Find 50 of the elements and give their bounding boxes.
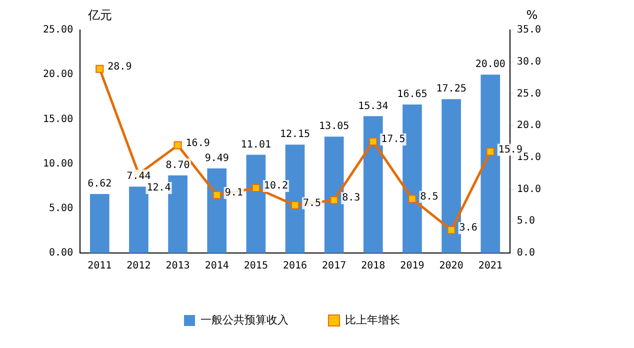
data-label: 17.25 [436,84,466,95]
y2-tick-label: 10.0 [516,184,542,195]
x-tick-label: 2015 [244,260,268,272]
x-tick-label: 2017 [322,260,346,272]
x-tick-label: 2011 [88,260,112,272]
data-label: 8.3 [342,192,360,204]
x-tick-label: 2014 [204,260,229,272]
y2-tick-label: 20.0 [516,120,542,132]
x-tick-label: 2020 [439,260,464,272]
x-tick-label: 2019 [400,260,424,272]
data-label: 8.5 [420,191,438,202]
data-label: 17.5 [381,134,406,146]
data-label: 7.44 [126,171,151,182]
data-label: 11.01 [240,139,271,150]
y2-tick-label: 25.0 [516,88,542,100]
y-tick-label: 15.00 [42,114,74,125]
data-label: 9.49 [204,152,229,164]
data-label: 7.5 [303,198,322,209]
y-tick-label: 25.00 [42,24,74,36]
y2-tick-label: 0.0 [516,248,535,259]
y-tick-label: 10.00 [42,158,74,170]
data-label: 12.15 [280,129,310,140]
data-label: 15.9 [498,144,522,156]
x-tick-label: 2012 [126,260,151,272]
data-label: 12.4 [146,182,171,194]
legend-label: 一般公共预算收入 [200,313,288,326]
data-label: 13.05 [319,121,350,132]
y-tick-label: 0.00 [49,248,74,259]
y2-tick-label: 30.0 [516,56,542,68]
y2-tick-label: 35.0 [516,24,542,36]
data-label: 9.1 [224,188,243,199]
data-label: 28.9 [108,61,132,72]
legend-label: 比上年增长 [345,313,400,326]
y-tick-label: 20.00 [42,69,74,80]
x-tick-label: 2016 [282,260,308,272]
y2-axis-title: % [526,8,538,22]
data-label: 6.62 [88,178,112,190]
data-label: 20.00 [475,59,506,70]
data-label: 15.34 [358,100,388,112]
data-label: 3.6 [459,222,478,234]
y-axis-title: 亿元 [87,8,112,22]
x-tick-label: 2021 [478,260,502,272]
y2-tick-label: 5.0 [516,216,535,227]
x-tick-label: 2018 [361,260,386,272]
y-tick-label: 5.00 [49,202,74,214]
data-label: 16.65 [397,89,428,100]
data-label: 10.2 [264,180,288,192]
x-tick-label: 2013 [166,260,190,272]
data-label: 16.9 [186,138,210,149]
data-label: 8.70 [166,160,190,171]
